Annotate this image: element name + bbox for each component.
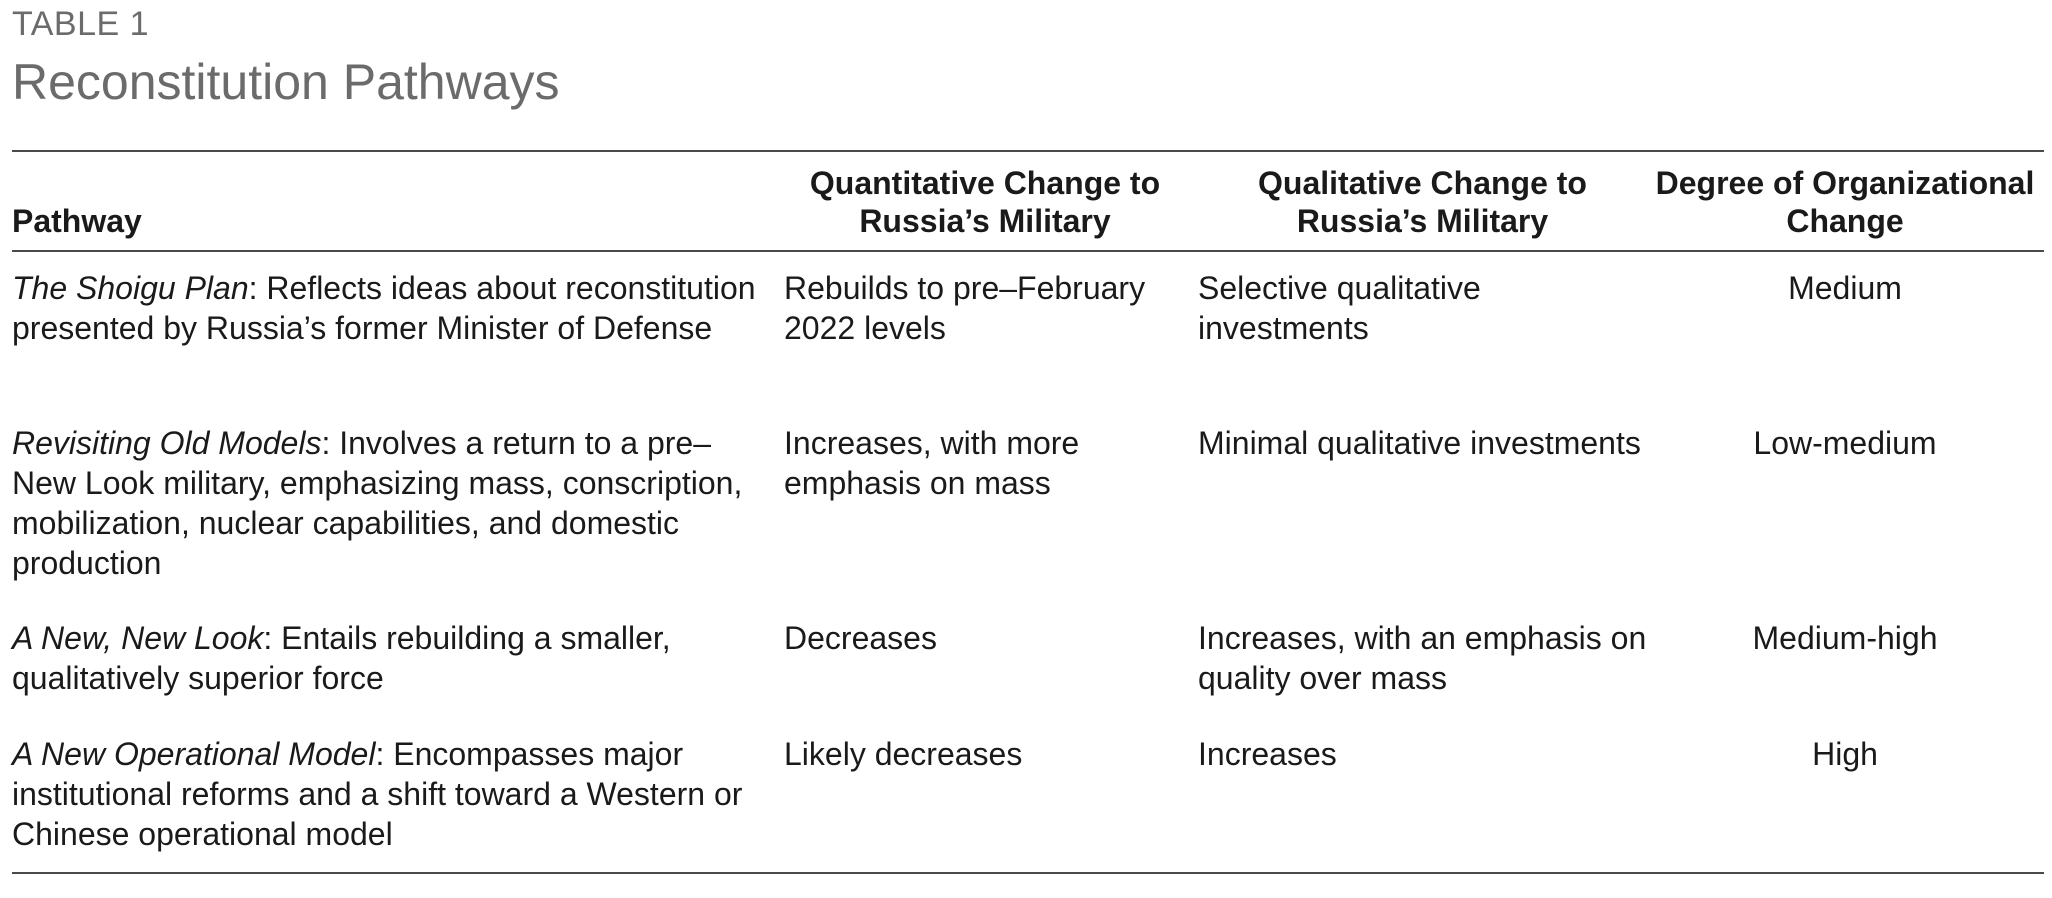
qualitative-cell: Increases, with an emphasis on quality o… — [1198, 620, 1647, 696]
pathway-cell: A New, New Look: Entails rebuilding a sm… — [12, 618, 772, 698]
qualitative-cell: Selective qualitative investments — [1198, 270, 1481, 346]
pathway-name: Revisiting Old Models — [12, 425, 322, 461]
table-bottom-rule — [12, 872, 2044, 874]
column-header-degree: Degree of Organizational Change — [1655, 165, 2035, 239]
column-header-quantitative: Quantitative Change to Russia’s Military — [809, 165, 1161, 239]
degree-cell: Medium-high — [1752, 620, 1938, 656]
table-header-rule — [12, 250, 2044, 252]
pathway-cell: Revisiting Old Models: Involves a return… — [12, 423, 772, 583]
table-top-rule — [12, 150, 2044, 152]
quantitative-cell: Increases, with more emphasis on mass — [784, 425, 1080, 501]
degree-cell: Medium — [1788, 270, 1902, 306]
pathway-name: A New, New Look — [12, 620, 264, 656]
pathway-name: The Shoigu Plan — [12, 270, 249, 306]
quantitative-cell: Decreases — [784, 620, 937, 656]
degree-cell: Low-medium — [1753, 425, 1937, 461]
column-header-pathway: Pathway — [12, 203, 142, 239]
quantitative-cell: Likely decreases — [784, 736, 1023, 772]
pathway-cell: A New Operational Model: Encompasses maj… — [12, 734, 772, 854]
quantitative-cell: Rebuilds to pre–February 2022 levels — [784, 270, 1146, 346]
qualitative-cell: Minimal qualitative investments — [1198, 425, 1641, 461]
pathway-description: : Entails rebuilding a smaller, qualitat… — [12, 620, 671, 696]
pathway-description: : Involves a return to a pre–New Look mi… — [12, 425, 743, 581]
pathway-description: : Encompasses major institutional reform… — [12, 736, 743, 852]
table-title: Reconstitution Pathways — [12, 54, 560, 110]
pathway-name: A New Operational Model — [12, 736, 376, 772]
column-header-qualitative: Qualitative Change to Russia’s Military — [1258, 165, 1587, 239]
pathway-description: : Reflects ideas about reconstitution pr… — [12, 270, 756, 346]
qualitative-cell: Increases — [1198, 736, 1337, 772]
degree-cell: High — [1812, 736, 1878, 772]
pathway-cell: The Shoigu Plan: Reflects ideas about re… — [12, 268, 772, 348]
table-label: TABLE 1 — [12, 5, 150, 43]
